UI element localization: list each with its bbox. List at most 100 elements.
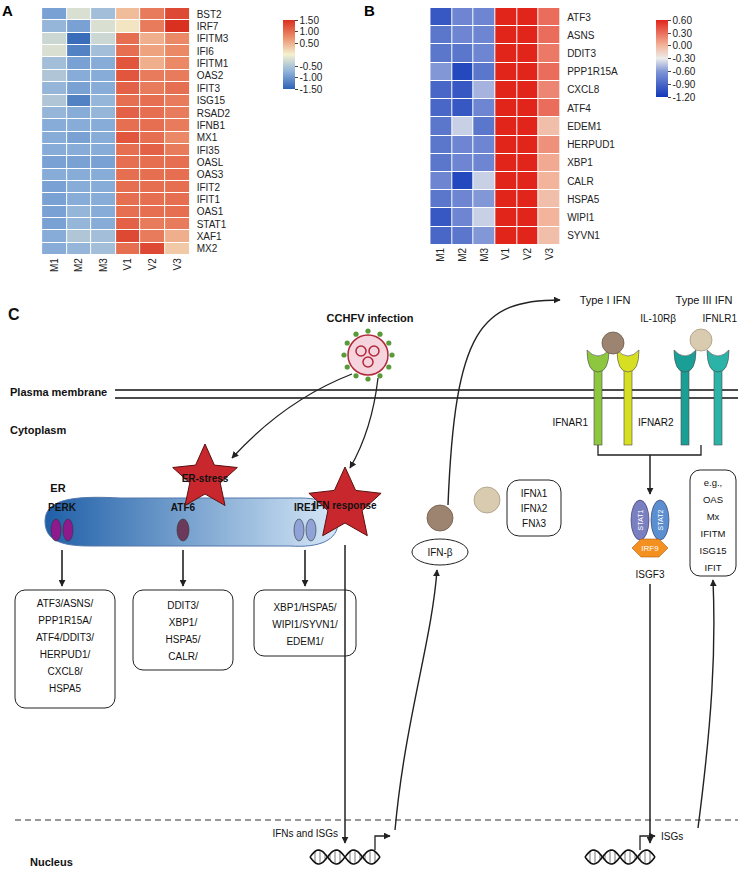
svg-text:CXCL8/: CXCL8/ (47, 666, 82, 677)
svg-text:IFIT1: IFIT1 (197, 194, 221, 205)
svg-text:0.00: 0.00 (673, 40, 693, 51)
svg-text:OASL: OASL (197, 157, 224, 168)
svg-text:EDEM1/: EDEM1/ (286, 636, 323, 647)
svg-text:0.50: 0.50 (300, 38, 320, 49)
svg-text:MX1: MX1 (197, 132, 218, 143)
svg-text:Mx: Mx (707, 511, 720, 522)
svg-text:MX2: MX2 (197, 243, 218, 254)
svg-text:M3: M3 (479, 247, 490, 261)
svg-text:Type III IFN: Type III IFN (676, 294, 733, 306)
svg-text:WIPI1: WIPI1 (567, 212, 595, 223)
svg-text:-0.30: -0.30 (673, 53, 696, 64)
svg-text:IFNLR1: IFNLR1 (703, 313, 738, 324)
svg-text:DDIT3/: DDIT3/ (167, 600, 199, 611)
svg-text:V1: V1 (122, 258, 133, 271)
svg-text:WIPI1/SYVN1/: WIPI1/SYVN1/ (272, 619, 338, 630)
svg-text:-0.90: -0.90 (673, 79, 696, 90)
svg-text:OAS1: OAS1 (197, 206, 224, 217)
svg-text:IFIT: IFIT (705, 562, 722, 573)
svg-text:ISGs: ISGs (661, 831, 683, 842)
svg-text:ISGF3: ISGF3 (636, 569, 665, 580)
svg-text:IFITM: IFITM (701, 528, 726, 539)
svg-text:STAT1: STAT1 (197, 219, 227, 230)
svg-text:ASNS: ASNS (567, 30, 595, 41)
svg-text:SYVN1: SYVN1 (567, 230, 600, 241)
svg-text:Plasma membrane: Plasma membrane (10, 386, 107, 398)
svg-text:EDEM1: EDEM1 (567, 121, 602, 132)
svg-text:IFNλ1: IFNλ1 (521, 488, 548, 499)
svg-text:IL-10Rβ: IL-10Rβ (640, 313, 676, 324)
svg-text:M2: M2 (457, 247, 468, 261)
svg-text:RSAD2: RSAD2 (197, 108, 231, 119)
svg-text:OAS: OAS (703, 494, 723, 505)
svg-text:0.30: 0.30 (673, 28, 693, 39)
svg-text:BST2: BST2 (197, 9, 222, 20)
svg-text:STAT2: STAT2 (657, 510, 664, 531)
svg-text:PERK: PERK (48, 502, 77, 513)
svg-text:M3: M3 (98, 258, 109, 272)
svg-text:1.00: 1.00 (300, 26, 320, 37)
svg-text:XBP1: XBP1 (567, 157, 593, 168)
svg-text:IFI35: IFI35 (197, 145, 220, 156)
svg-text:-0.50: -0.50 (300, 61, 323, 72)
svg-text:IFIT2: IFIT2 (197, 182, 221, 193)
svg-text:IRE1: IRE1 (294, 502, 317, 513)
svg-text:IFITM3: IFITM3 (197, 33, 229, 44)
svg-text:e.g.,: e.g., (704, 477, 723, 488)
svg-text:M1: M1 (49, 258, 60, 272)
svg-text:ISG15: ISG15 (700, 545, 727, 556)
svg-text:M2: M2 (73, 258, 84, 272)
svg-text:CALR: CALR (567, 176, 594, 187)
svg-text:DDIT3: DDIT3 (567, 48, 596, 59)
svg-text:FNλ3: FNλ3 (522, 518, 546, 529)
svg-text:M1: M1 (435, 247, 446, 261)
svg-text:1.50: 1.50 (300, 15, 320, 26)
svg-text:IFNs and ISGs: IFNs and ISGs (272, 828, 338, 839)
svg-text:HERPUD1/: HERPUD1/ (40, 649, 91, 660)
svg-text:HSPA5: HSPA5 (567, 194, 599, 205)
svg-text:-1.00: -1.00 (300, 72, 323, 83)
svg-text:ER-stress: ER-stress (182, 473, 229, 484)
svg-text:ATF4/DDIT3/: ATF4/DDIT3/ (36, 632, 94, 643)
svg-text:XAF1: XAF1 (197, 231, 222, 242)
svg-text:ATF3/ASNS/: ATF3/ASNS/ (37, 598, 94, 609)
svg-text:V3: V3 (544, 247, 555, 260)
svg-text:0.60: 0.60 (673, 15, 693, 26)
svg-text:B: B (364, 2, 375, 19)
svg-text:-0.60: -0.60 (673, 66, 696, 77)
svg-text:XBP1/: XBP1/ (169, 617, 198, 628)
svg-text:Type I IFN: Type I IFN (580, 294, 631, 306)
svg-text:IFNB1: IFNB1 (197, 120, 226, 131)
svg-text:-1.50: -1.50 (300, 84, 323, 95)
svg-text:IFNAR1: IFNAR1 (552, 417, 588, 428)
svg-text:IFIT3: IFIT3 (197, 83, 221, 94)
svg-text:CXCL8: CXCL8 (567, 84, 600, 95)
svg-text:XBP1/HSPA5/: XBP1/HSPA5/ (273, 602, 336, 613)
svg-text:ATF3: ATF3 (567, 12, 591, 23)
svg-text:OAS2: OAS2 (197, 70, 224, 81)
svg-text:A: A (2, 2, 13, 19)
svg-text:V2: V2 (522, 247, 533, 260)
svg-text:C: C (8, 306, 20, 323)
svg-text:STAT1: STAT1 (637, 510, 644, 531)
svg-text:OAS3: OAS3 (197, 169, 224, 180)
svg-text:IFN-β: IFN-β (427, 547, 452, 558)
svg-text:V2: V2 (147, 258, 158, 271)
svg-text:-1.20: -1.20 (673, 92, 696, 103)
svg-text:IRF9: IRF9 (641, 544, 659, 553)
svg-text:IRF7: IRF7 (197, 21, 219, 32)
svg-text:IFITM1: IFITM1 (197, 58, 229, 69)
svg-text:V3: V3 (172, 258, 183, 271)
svg-text:Cytoplasm: Cytoplasm (10, 424, 66, 436)
svg-text:CCHFV infection: CCHFV infection (327, 312, 414, 324)
svg-text:HSPA5/: HSPA5/ (166, 634, 201, 645)
svg-text:ER: ER (50, 482, 65, 494)
svg-text:IFNAR2: IFNAR2 (638, 417, 674, 428)
svg-text:CALR/: CALR/ (168, 651, 198, 662)
svg-text:IFNλ2: IFNλ2 (521, 503, 548, 514)
svg-text:PPP1R15A/: PPP1R15A/ (38, 615, 92, 626)
svg-text:IFN response: IFN response (313, 500, 377, 511)
svg-text:ATF6: ATF6 (171, 502, 196, 513)
svg-text:ISG15: ISG15 (197, 95, 226, 106)
svg-text:PPP1R15A: PPP1R15A (567, 66, 618, 77)
